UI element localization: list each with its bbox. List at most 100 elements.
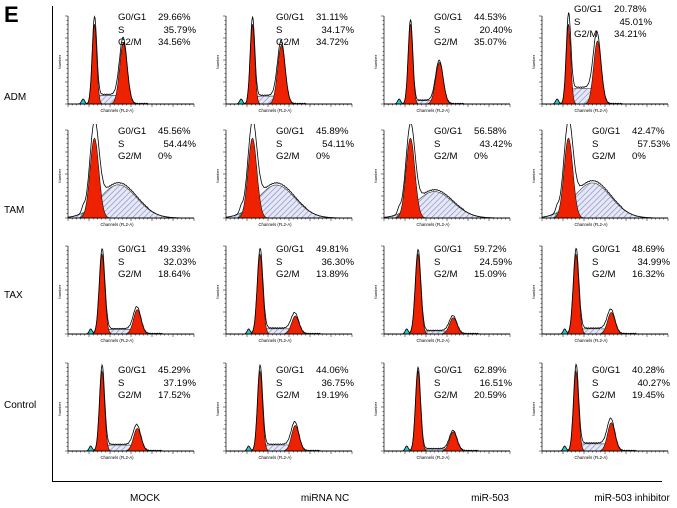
- phase-value-g0g1: 44.06%: [316, 365, 349, 376]
- x-axis-label: Channels (FL2-A): [100, 108, 134, 113]
- phase-value-g2m: 34.21%: [614, 29, 647, 40]
- histogram-panel: Channels (FL2-A) Number G0/G1 49.81% S 36.30%…: [214, 240, 356, 350]
- phase-percentages: G0/G1 49.81% S 36.30% G2/M 13.89%: [276, 244, 358, 282]
- phase-label: G2/M: [276, 269, 300, 280]
- phase-value-g0g1: 42.47%: [632, 126, 665, 137]
- phase-row-g0g1: G0/G1 49.33%: [118, 244, 200, 257]
- phase-label: S: [118, 377, 125, 389]
- phase-value-g2m: 0%: [158, 151, 172, 162]
- histogram-panel: Channels (FL2-A) Number G0/G1 44.06% S 36.75%…: [214, 357, 356, 467]
- phase-row-s: S 34.17%: [276, 25, 358, 38]
- column-label-mirna-nc: miRNA NC: [300, 493, 350, 504]
- g2m-peak: [226, 315, 352, 335]
- x-axis-label: Channels (FL2-A): [574, 222, 608, 227]
- x-axis-label: Channels (FL2-A): [574, 455, 608, 460]
- y-axis-label: Number: [373, 168, 378, 183]
- phase-row-g0g1: G0/G1 45.56%: [118, 126, 200, 139]
- phase-row-g2m: G2/M 34.21%: [574, 29, 656, 42]
- phase-label: S: [118, 24, 125, 36]
- phase-value-s: 40.27%: [637, 377, 670, 389]
- phase-value-s: 57.53%: [637, 138, 670, 150]
- x-axis-label: Channels (FL2-A): [416, 455, 450, 460]
- phase-label: G0/G1: [434, 244, 463, 255]
- phase-row-g0g1: G0/G1 31.11%: [276, 12, 358, 25]
- phase-label: S: [276, 256, 283, 268]
- phase-percentages: G0/G1 56.58% S 43.42% G2/M 0%: [434, 126, 516, 164]
- phase-percentages: G0/G1 45.89% S 54.11% G2/M 0%: [276, 126, 358, 164]
- y-axis-label: Number: [215, 54, 220, 69]
- phase-value-s: 36.75%: [321, 377, 354, 389]
- phase-value-s: 37.19%: [163, 377, 196, 389]
- phase-value-g0g1: 40.28%: [632, 365, 665, 376]
- phase-percentages: G0/G1 40.28% S 40.27% G2/M 19.45%: [592, 365, 674, 403]
- y-axis-label: Number: [57, 284, 62, 299]
- phase-label: G0/G1: [434, 126, 463, 137]
- column-label-mir-503-inhibitor: miR-503 inhibitor: [594, 493, 670, 504]
- phase-value-g0g1: 45.89%: [316, 126, 349, 137]
- phase-row-s: S 32.03%: [118, 257, 200, 270]
- phase-value-s: 34.17%: [321, 24, 354, 36]
- y-axis-label: Number: [531, 401, 536, 416]
- phase-row-g2m: G2/M 34.72%: [276, 37, 358, 50]
- phase-percentages: G0/G1 20.78% S 45.01% G2/M 34.21%: [574, 4, 656, 42]
- phase-value-g0g1: 29.66%: [158, 12, 191, 23]
- phase-label: S: [592, 256, 599, 268]
- phase-label: G2/M: [592, 151, 616, 162]
- figure-panel-letter: E: [4, 2, 19, 27]
- phase-row-s: S 20.40%: [434, 25, 516, 38]
- y-axis-label: Number: [531, 54, 536, 69]
- phase-value-g0g1: 20.78%: [614, 4, 647, 15]
- histogram-panel: Channels (FL2-A) Number G0/G1 45.29% S 37.19%…: [56, 357, 198, 467]
- phase-row-s: S 45.01%: [574, 17, 656, 30]
- g2m-peak: [384, 431, 510, 452]
- phase-label: G0/G1: [434, 365, 463, 376]
- phase-row-g0g1: G0/G1 45.29%: [118, 365, 200, 378]
- histogram-plot: Channels (FL2-A) Number: [215, 15, 353, 113]
- phase-row-s: S 34.99%: [592, 257, 674, 270]
- phase-value-g2m: 16.32%: [632, 269, 665, 280]
- phase-row-g2m: G2/M 13.89%: [276, 269, 358, 282]
- phase-row-g2m: G2/M 0%: [434, 151, 516, 164]
- y-axis-label: Number: [215, 168, 220, 183]
- phase-row-s: S 54.44%: [118, 139, 200, 152]
- row-label-tax: TAX: [4, 290, 23, 301]
- phase-label: G2/M: [574, 29, 598, 40]
- phase-label: G2/M: [434, 37, 458, 48]
- phase-label: G0/G1: [574, 4, 603, 15]
- phase-value-g0g1: 31.11%: [316, 12, 348, 23]
- histogram-plot: Channels (FL2-A) Number: [373, 362, 511, 460]
- phase-label: G2/M: [118, 151, 142, 162]
- phase-row-g0g1: G0/G1 44.53%: [434, 12, 516, 25]
- phase-label: G0/G1: [276, 126, 305, 137]
- phase-value-s: 36.30%: [321, 256, 354, 268]
- phase-value-g0g1: 44.53%: [474, 12, 507, 23]
- phase-label: G2/M: [276, 151, 300, 162]
- phase-label: S: [276, 138, 283, 150]
- phase-label: G0/G1: [276, 244, 305, 255]
- phase-value-g0g1: 56.58%: [474, 126, 507, 137]
- histogram-panel: Channels (FL2-A) Number G0/G1 29.66% S 35.79%…: [56, 10, 198, 120]
- phase-label: G2/M: [592, 269, 616, 280]
- phase-value-g2m: 18.64%: [158, 269, 191, 280]
- phase-value-g2m: 20.59%: [474, 390, 507, 401]
- phase-percentages: G0/G1 31.11% S 34.17% G2/M 34.72%: [276, 12, 358, 50]
- y-axis-label: Number: [57, 54, 62, 69]
- histogram-outline: [67, 124, 194, 219]
- phase-label: G2/M: [434, 151, 458, 162]
- phase-value-g0g1: 45.29%: [158, 365, 191, 376]
- phase-value-g2m: 35.07%: [474, 37, 507, 48]
- phase-value-g0g1: 49.33%: [158, 244, 191, 255]
- phase-row-g0g1: G0/G1 62.89%: [434, 365, 516, 378]
- phase-label: G0/G1: [592, 365, 621, 376]
- phase-label: G0/G1: [118, 244, 147, 255]
- histogram-plot: Channels (FL2-A) Number: [373, 15, 511, 113]
- phase-value-g2m: 34.56%: [158, 37, 191, 48]
- x-axis-label: Channels (FL2-A): [574, 108, 608, 113]
- phase-row-s: S 57.53%: [592, 139, 674, 152]
- phase-value-s: 24.59%: [479, 256, 512, 268]
- phase-row-g2m: G2/M 34.56%: [118, 37, 200, 50]
- histogram-plot: Channels (FL2-A) Number: [57, 15, 195, 113]
- histogram-plot: Channels (FL2-A) Number: [531, 362, 669, 460]
- column-label-mir-503: miR-503: [471, 493, 509, 504]
- phase-row-s: S 43.42%: [434, 139, 516, 152]
